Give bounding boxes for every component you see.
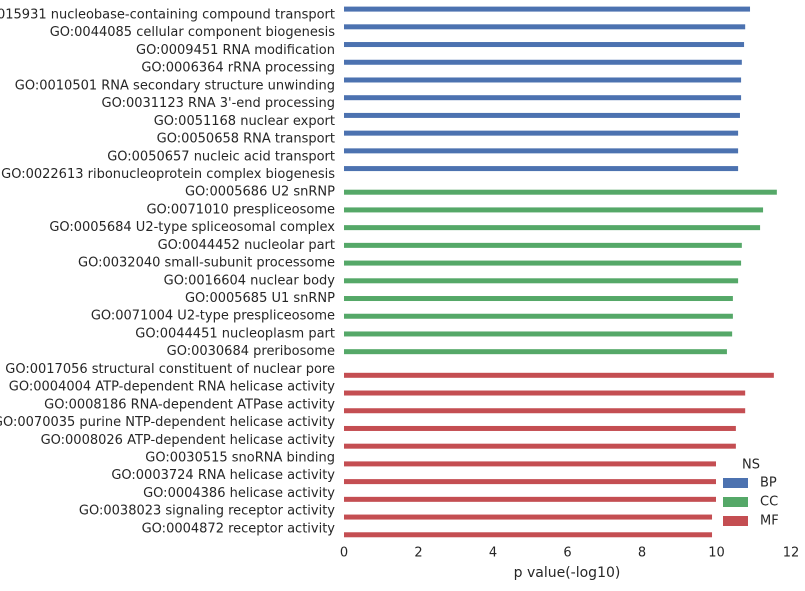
y-tick-label: GO:0004386 helicase activity [143, 486, 335, 501]
y-tick-label: GO:0009451 RNA modification [136, 43, 335, 58]
bar [344, 242, 742, 248]
bar [344, 390, 746, 396]
bar [344, 425, 736, 431]
x-tick-label: 4 [489, 546, 497, 561]
bar [344, 112, 740, 118]
legend-swatch [723, 478, 748, 488]
bar [344, 77, 742, 83]
y-tick-label: GO:0006364 rRNA processing [141, 61, 335, 76]
y-tick-label: GO:0015931 nucleobase-containing compoun… [0, 8, 335, 23]
y-tick-label: GO:0044452 nucleolar part [158, 238, 335, 253]
y-tick-label: GO:0071004 U2-type prespliceosome [91, 309, 335, 324]
x-tick-label: 6 [563, 546, 571, 561]
bar [344, 349, 727, 355]
legend-swatch [723, 497, 748, 507]
y-tick-label: GO:0003724 RNA helicase activity [111, 468, 335, 483]
x-tick-label: 12 [783, 546, 800, 561]
bar [344, 95, 742, 101]
y-tick-label: GO:0044085 cellular component biogenesis [50, 25, 336, 40]
bar [344, 331, 733, 337]
bar [344, 260, 742, 266]
legend-swatch [723, 516, 748, 526]
legend-label: MF [760, 514, 779, 529]
bar [344, 59, 742, 65]
bar [344, 313, 733, 319]
bar [344, 372, 774, 378]
y-tick-label: GO:0010501 RNA secondary structure unwin… [15, 78, 335, 93]
legend-title: NS [742, 458, 760, 473]
bar [344, 296, 733, 302]
x-tick-label: 10 [708, 546, 725, 561]
bar [344, 207, 764, 213]
x-tick-label: 2 [414, 546, 422, 561]
y-tick-label: GO:0071010 prespliceosome [146, 202, 335, 217]
y-tick-label: GO:0051168 nuclear export [154, 114, 335, 129]
y-tick-label: GO:0050658 RNA transport [157, 132, 335, 147]
bar [344, 479, 728, 485]
y-tick-label: GO:0044451 nucleoplasm part [135, 326, 335, 341]
bar [344, 225, 761, 231]
y-tick-label: GO:0004004 ATP-dependent RNA helicase ac… [9, 380, 336, 395]
legend-label: CC [760, 495, 778, 510]
bar [344, 166, 739, 172]
y-tick-label: GO:0005685 U1 snRNP [185, 291, 335, 306]
bar [344, 514, 713, 520]
legend-label: BP [760, 476, 777, 491]
y-tick-label: GO:0005684 U2-type spliceosomal complex [49, 220, 335, 235]
bar [344, 532, 713, 538]
y-tick-label: GO:0030684 preribosome [167, 344, 335, 359]
y-tick-label: GO:0032040 small-subunit processome [78, 256, 335, 271]
y-tick-label: GO:0016604 nuclear body [164, 273, 336, 288]
y-tick-label: GO:0017056 structural constituent of nuc… [5, 362, 335, 377]
y-tick-label: GO:0050657 nucleic acid transport [107, 149, 335, 164]
bar [344, 496, 728, 502]
bar [344, 408, 746, 414]
bar [344, 189, 777, 195]
y-tick-label: GO:0004872 receptor activity [142, 521, 336, 536]
y-tick-label: GO:0005686 U2 snRNP [185, 185, 335, 200]
y-tick-label: GO:0038023 signaling receptor activity [79, 504, 335, 519]
y-tick-label: GO:0008186 RNA-dependent ATPase activity [44, 397, 335, 412]
y-tick-label: GO:0030515 snoRNA binding [145, 451, 335, 466]
bar [344, 443, 736, 449]
bar [344, 24, 746, 30]
y-tick-label: GO:0070035 purine NTP-dependent helicase… [0, 415, 335, 430]
bar [344, 461, 733, 467]
y-tick-label: GO:0031123 RNA 3'-end processing [102, 96, 336, 111]
x-tick-label: 0 [340, 546, 348, 561]
bar [344, 148, 739, 154]
y-tick-label: GO:0022613 ribonucleoprotein complex bio… [1, 167, 335, 182]
y-tick-label: GO:0008026 ATP-dependent helicase activi… [41, 433, 336, 448]
x-axis-label: p value(-log10) [514, 565, 621, 581]
bar [344, 42, 745, 48]
bar [344, 278, 739, 284]
bar [344, 6, 751, 12]
x-tick-label: 8 [638, 546, 646, 561]
bar [344, 130, 739, 136]
